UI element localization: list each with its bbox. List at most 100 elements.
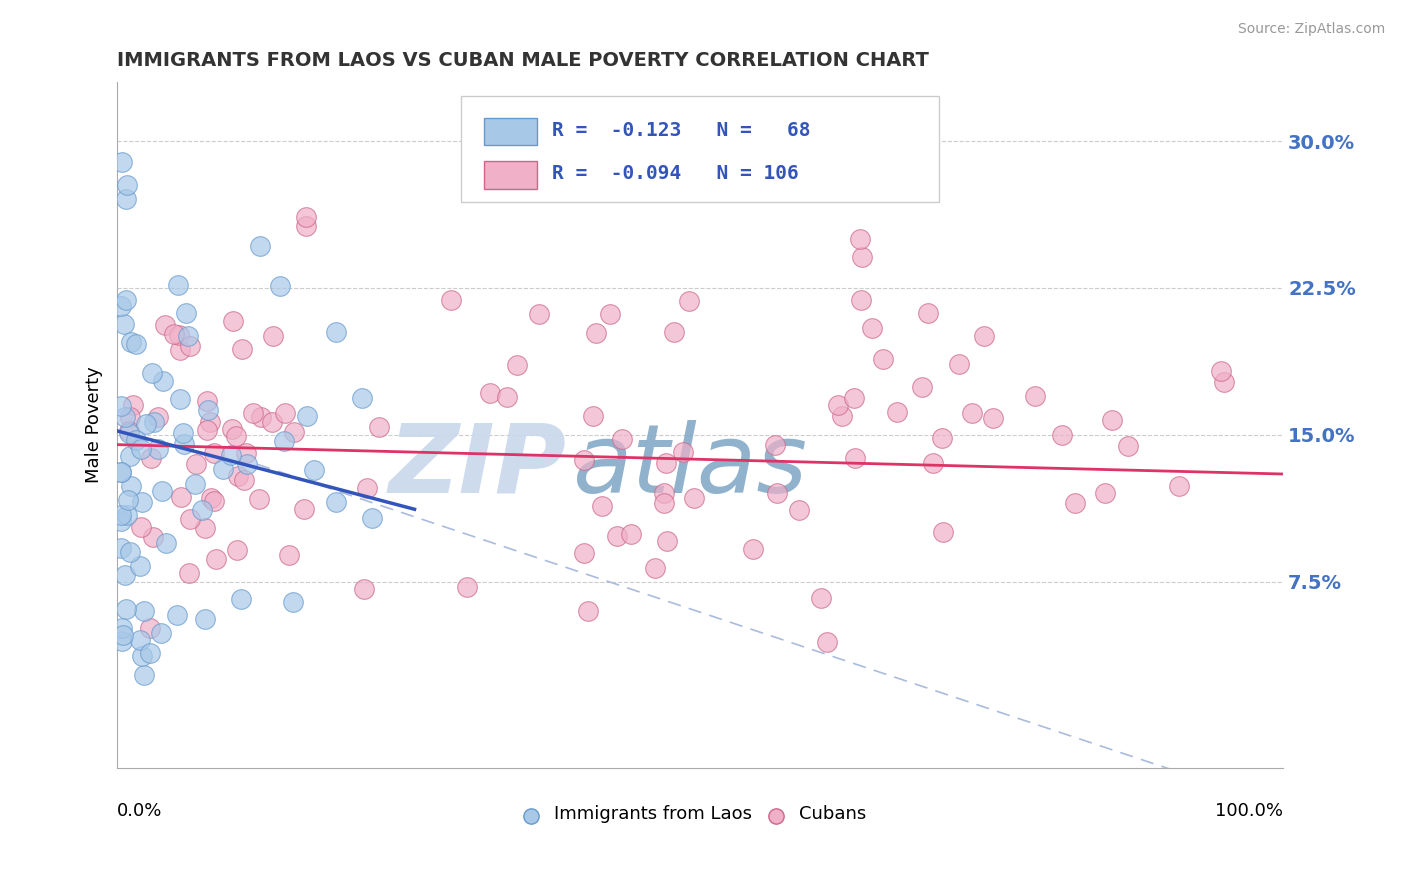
Point (599, 307, 621, 321)
Point (111, 634, 134, 648)
Point (932, 524, 955, 539)
Point (120, 409, 142, 424)
Point (295, 211, 318, 225)
Point (141, 451, 163, 466)
Text: ZIP: ZIP (388, 419, 567, 513)
Point (169, 343, 191, 358)
Point (231, 591, 253, 606)
Point (606, 528, 628, 542)
Point (169, 392, 191, 406)
Point (120, 545, 142, 559)
Point (179, 512, 201, 526)
Point (872, 351, 894, 366)
Text: Immigrants from Laos: Immigrants from Laos (554, 805, 752, 823)
Point (173, 437, 195, 451)
Point (654, 496, 676, 510)
Point (886, 405, 908, 419)
Point (682, 491, 704, 505)
Point (131, 649, 153, 664)
Point (110, 299, 132, 313)
Point (222, 314, 245, 328)
Point (844, 391, 866, 405)
Point (610, 432, 633, 446)
Point (120, 334, 142, 349)
Point (960, 406, 983, 420)
Point (195, 394, 218, 409)
Point (142, 530, 165, 544)
Point (117, 424, 139, 438)
Point (353, 582, 375, 596)
Text: R =  -0.094   N = 106: R = -0.094 N = 106 (553, 164, 799, 183)
Point (110, 541, 132, 555)
Point (325, 325, 347, 339)
Point (172, 426, 194, 441)
Point (981, 411, 1004, 425)
Point (921, 456, 943, 470)
Point (110, 508, 132, 522)
Point (114, 410, 136, 425)
Point (186, 458, 208, 472)
Point (242, 406, 264, 420)
Point (249, 410, 271, 425)
Point (1209, 363, 1232, 377)
Point (591, 500, 613, 514)
Point (236, 458, 259, 472)
Point (849, 293, 872, 308)
Point (134, 604, 156, 618)
Point (911, 380, 934, 394)
Point (226, 543, 249, 558)
Point (931, 431, 953, 445)
Point (741, 541, 763, 556)
Point (139, 646, 162, 660)
Point (167, 327, 190, 342)
Point (478, 385, 501, 400)
Point (766, 486, 789, 500)
Point (644, 560, 666, 574)
Point (111, 155, 134, 169)
Point (110, 466, 132, 480)
Point (111, 628, 134, 642)
Point (184, 477, 207, 491)
Point (115, 601, 138, 615)
Point (572, 546, 595, 560)
Point (152, 375, 174, 389)
Point (356, 481, 378, 495)
Point (325, 495, 347, 509)
Point (110, 400, 132, 414)
Point (194, 612, 217, 626)
Point (204, 552, 226, 566)
Point (1212, 376, 1234, 390)
Point (177, 329, 200, 343)
Point (120, 479, 142, 493)
Point (787, 503, 810, 517)
Point (128, 559, 150, 574)
Point (202, 494, 225, 508)
Point (262, 329, 284, 343)
Point (153, 318, 176, 332)
Point (844, 450, 866, 465)
Point (115, 178, 138, 193)
Point (195, 423, 218, 437)
Point (585, 326, 607, 341)
Point (131, 495, 153, 509)
Point (810, 591, 832, 605)
Point (849, 232, 872, 246)
Text: 100.0%: 100.0% (1215, 802, 1284, 820)
Point (202, 446, 225, 460)
Point (135, 417, 157, 431)
Point (1094, 486, 1116, 500)
Point (166, 278, 188, 293)
Point (233, 473, 256, 487)
Point (221, 448, 243, 462)
Point (231, 342, 253, 356)
Point (139, 621, 162, 635)
Point (260, 415, 283, 429)
Text: Source: ZipAtlas.com: Source: ZipAtlas.com (1237, 22, 1385, 37)
Point (620, 527, 643, 541)
Point (148, 409, 170, 424)
Point (506, 359, 529, 373)
Point (582, 409, 605, 423)
Point (166, 607, 188, 622)
Point (1024, 389, 1046, 403)
Point (302, 463, 325, 477)
